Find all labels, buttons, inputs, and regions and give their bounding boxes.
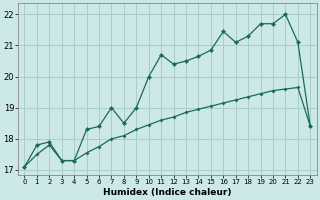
X-axis label: Humidex (Indice chaleur): Humidex (Indice chaleur) [103, 188, 232, 197]
